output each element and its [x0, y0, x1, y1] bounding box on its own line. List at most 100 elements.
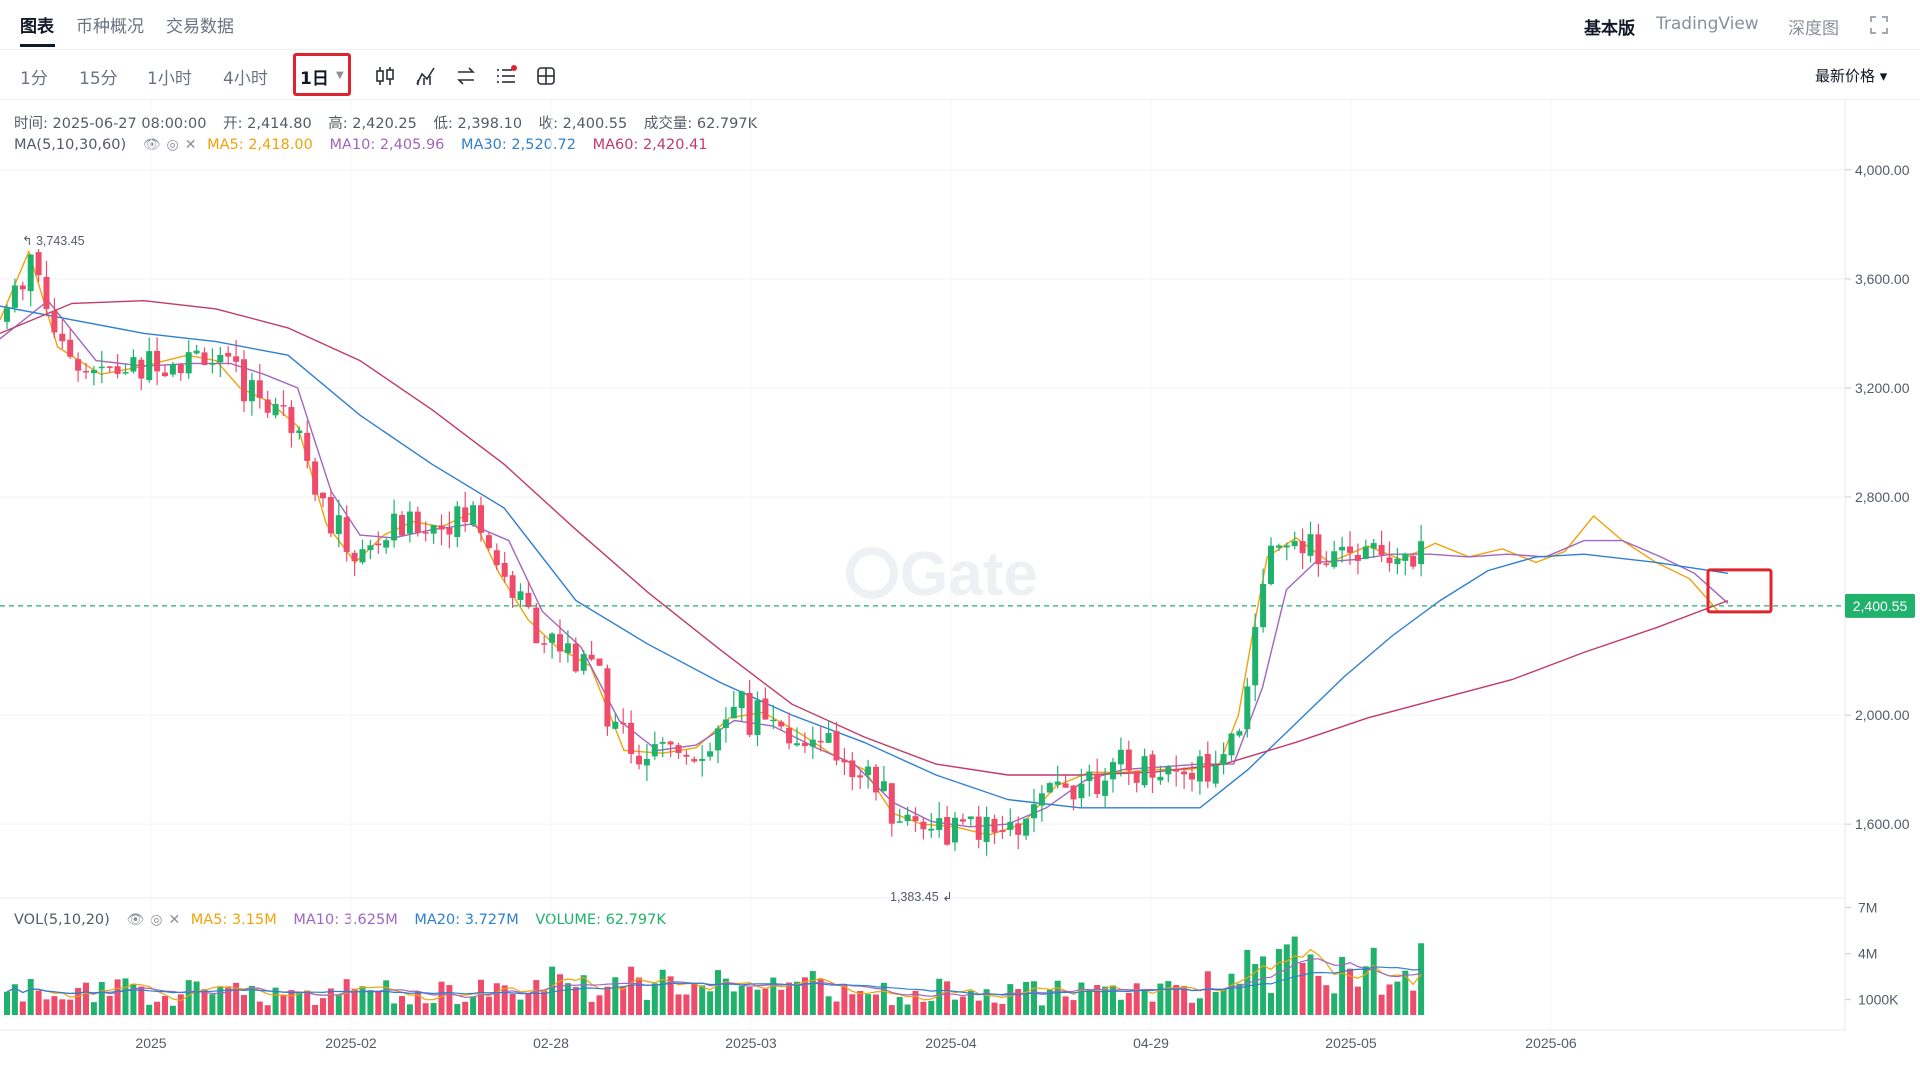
- volume-bar: [667, 976, 674, 1015]
- candle-body: [169, 364, 176, 375]
- tab-trade-data[interactable]: 交易数据: [166, 17, 234, 37]
- volume-bar: [888, 1005, 895, 1015]
- settings-list-icon[interactable]: [494, 64, 518, 88]
- candle-body: [778, 721, 785, 727]
- candle-body: [707, 751, 714, 757]
- candle-body: [1268, 545, 1274, 585]
- candle-body: [1331, 551, 1338, 567]
- candle-body: [1102, 780, 1109, 796]
- templates-icon[interactable]: [534, 64, 558, 88]
- volume-bar: [1102, 986, 1109, 1015]
- volume-bar: [1094, 984, 1101, 1015]
- volume-bar: [746, 986, 753, 1015]
- volume-bar: [825, 996, 832, 1015]
- candlestick-chart[interactable]: Gate 4,000.00 3,600.00 3,200.00 2,800.00 2,0…: [0, 100, 1920, 1080]
- interval-4h[interactable]: 4小时: [223, 69, 268, 89]
- price-tick-label: 4,000.00: [1855, 162, 1910, 178]
- interval-15m[interactable]: 15分: [79, 69, 118, 89]
- active-tab-underline: [20, 44, 55, 47]
- candle-body: [944, 817, 951, 845]
- ohlc-time: 时间: 2025-06-27 08:00:00: [14, 116, 207, 132]
- candle-body: [983, 816, 990, 843]
- candle-body: [264, 399, 271, 413]
- eye-icon[interactable]: 👁: [142, 137, 161, 153]
- volume-bar: [604, 986, 611, 1015]
- volume-bar: [430, 1003, 437, 1015]
- vol-legend-label: VOL(5,10,20): [14, 912, 110, 928]
- volume-bar: [288, 990, 295, 1015]
- volume-bar: [833, 1001, 840, 1015]
- candle-body: [446, 527, 453, 535]
- volume-bar: [280, 994, 287, 1015]
- vol-eye-icon[interactable]: 👁: [126, 912, 145, 928]
- candle-body: [1165, 766, 1172, 775]
- volume-bar: [438, 981, 445, 1015]
- volume-bar: [991, 1002, 998, 1015]
- volume-bar: [4, 991, 10, 1015]
- candle-body: [738, 691, 745, 709]
- volume-bar: [873, 994, 879, 1015]
- volume-bar: [517, 999, 524, 1015]
- interval-1m[interactable]: 1分: [20, 69, 48, 89]
- candle-body: [201, 352, 208, 365]
- candle-body: [90, 369, 97, 374]
- vol-legend: VOL(5,10,20) 👁 ◎ ✕ MA5: 3.15M MA10: 3.625M…: [14, 912, 678, 928]
- candle-body: [1370, 543, 1377, 549]
- volume-bar: [707, 991, 714, 1015]
- volume-bar: [975, 1000, 982, 1015]
- close-icon[interactable]: ✕: [184, 137, 197, 153]
- fullscreen-icon[interactable]: [1868, 14, 1890, 36]
- settings-circle-icon[interactable]: ◎: [166, 137, 179, 153]
- candle-body: [959, 819, 966, 822]
- candle-body: [952, 817, 958, 843]
- vol-ma20-value: MA20: 3.727M: [414, 912, 519, 928]
- time-tick-label: 2025: [135, 1035, 166, 1051]
- volume-bar: [177, 994, 184, 1015]
- vol-close-icon[interactable]: ✕: [168, 912, 181, 928]
- volume-bar: [691, 983, 698, 1015]
- candle-body: [1125, 749, 1132, 771]
- extreme-markers: ↰ 3,743.45 1,383.45 ↲: [22, 234, 953, 904]
- indicators-icon[interactable]: [414, 64, 438, 88]
- candle-body: [1275, 545, 1282, 548]
- price-mode-dropdown[interactable]: 最新价格 ▾: [1815, 67, 1888, 85]
- volume-value: VOLUME: 62.797K: [535, 912, 666, 928]
- depth-chart-toggle[interactable]: 深度图: [1788, 19, 1839, 39]
- compare-swap-icon[interactable]: [454, 64, 478, 88]
- volume-bar: [264, 1005, 271, 1015]
- ohlc-high: 高: 2,420.25: [328, 116, 417, 132]
- volume-bar: [944, 981, 951, 1015]
- candle-body: [849, 760, 856, 778]
- volume-bar: [320, 998, 326, 1015]
- interval-dropdown-caret[interactable]: ▼: [336, 70, 344, 81]
- tab-coin-overview[interactable]: 币种概况: [76, 17, 144, 37]
- chart-grid: [0, 100, 1846, 1031]
- candle-body: [628, 722, 635, 754]
- volume-bar: [1046, 989, 1053, 1015]
- candle-body: [343, 517, 350, 552]
- volume-bar: [1347, 968, 1353, 1015]
- vol-settings-circle-icon[interactable]: ◎: [150, 912, 163, 928]
- candle-body: [296, 430, 303, 434]
- volume-bar: [399, 996, 405, 1015]
- volume-bar: [1315, 975, 1322, 1015]
- basic-version-toggle[interactable]: 基本版: [1584, 19, 1635, 39]
- candle-body: [241, 359, 247, 402]
- tab-chart[interactable]: 图表: [20, 17, 54, 37]
- volume-bar: [1228, 973, 1235, 1015]
- volume-bar: [1220, 989, 1227, 1015]
- volume-bar: [675, 994, 682, 1015]
- candle-body: [351, 552, 358, 562]
- interval-1h[interactable]: 1小时: [147, 69, 192, 89]
- candlestick-type-icon[interactable]: [373, 64, 397, 88]
- candle-body: [217, 355, 224, 363]
- volume-bar: [19, 1001, 26, 1015]
- candle-body: [327, 497, 334, 534]
- volume-bar: [1299, 962, 1306, 1015]
- interval-1d[interactable]: 1日: [300, 69, 329, 89]
- volume-bar: [557, 974, 563, 1015]
- volume-bar: [201, 989, 208, 1015]
- candle-body: [699, 758, 706, 761]
- tradingview-toggle[interactable]: TradingView: [1656, 14, 1759, 34]
- volume-bar: [470, 996, 477, 1015]
